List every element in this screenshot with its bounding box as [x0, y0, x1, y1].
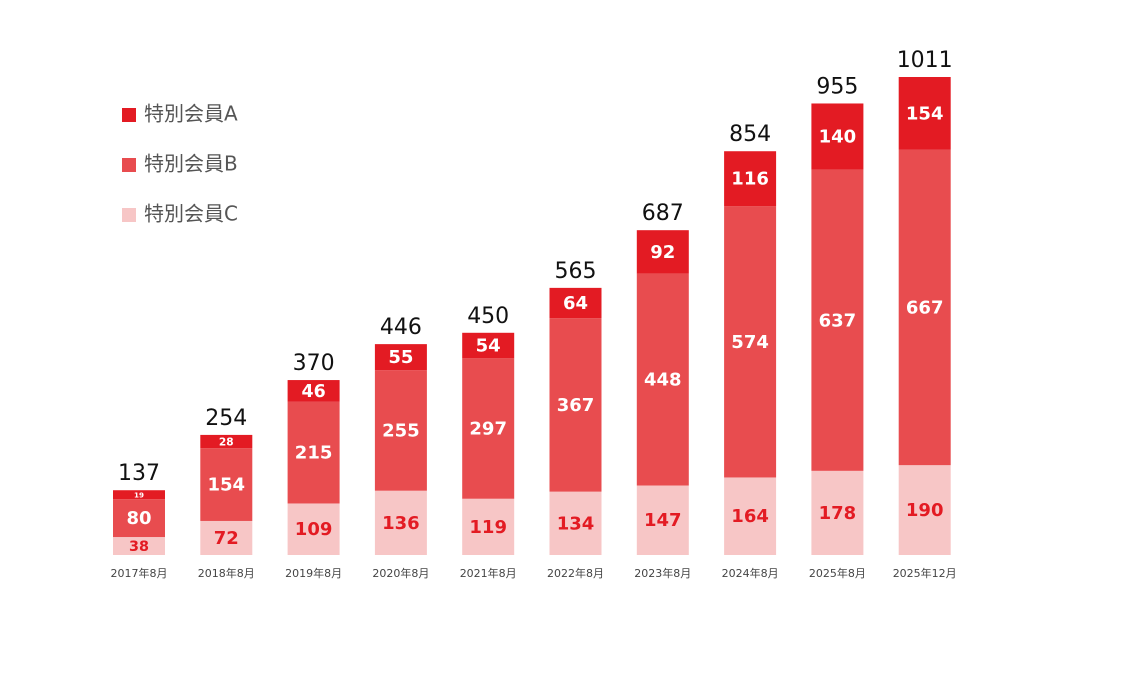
- bar-segment: [287, 503, 340, 555]
- bar-segment: [200, 448, 253, 521]
- total-label: 254: [205, 406, 247, 431]
- total-label: 1011: [897, 48, 953, 73]
- value-label: 178: [819, 503, 857, 524]
- bar-segment: [549, 491, 602, 555]
- x-tick-label: 2023年8月: [634, 566, 691, 580]
- value-label: 119: [469, 517, 507, 538]
- value-label: 367: [557, 395, 595, 416]
- value-label: 54: [476, 336, 501, 357]
- x-tick-label: 2019年8月: [285, 566, 342, 580]
- bar-segment: [113, 537, 165, 555]
- value-label: 28: [219, 437, 234, 449]
- legend-label: 特別会員B: [144, 152, 238, 176]
- total-label: 446: [380, 315, 422, 340]
- value-label: 154: [906, 103, 944, 124]
- value-label: 134: [557, 513, 595, 534]
- bar-segment: [287, 380, 340, 402]
- bar-segment: [636, 230, 689, 274]
- legend-label: 特別会員C: [144, 202, 238, 226]
- bar-segment: [113, 490, 165, 500]
- total-label: 955: [816, 74, 858, 99]
- x-tick-label: 2017年8月: [111, 566, 168, 580]
- value-label: 448: [644, 370, 682, 391]
- value-label: 116: [731, 169, 769, 190]
- bar-segment: [374, 490, 427, 555]
- x-tick-label: 2021年8月: [460, 566, 517, 580]
- legend-swatch: [122, 108, 136, 122]
- total-label: 854: [729, 122, 771, 147]
- value-label: 38: [129, 539, 149, 555]
- bar-segment: [462, 358, 515, 499]
- bar-segment: [462, 332, 515, 359]
- x-tick-label: 2022年8月: [547, 566, 604, 580]
- x-tick-label: 2020年8月: [372, 566, 429, 580]
- x-tick-label: 2018年8月: [198, 566, 255, 580]
- value-label: 297: [469, 419, 507, 440]
- value-label: 92: [650, 242, 675, 263]
- bar-segment: [549, 318, 602, 492]
- legend-swatch: [122, 158, 136, 172]
- x-tick-label: 2025年8月: [809, 566, 866, 580]
- bar-segment: [724, 477, 777, 555]
- x-tick-label: 2025年12月: [893, 566, 957, 580]
- value-label: 140: [819, 127, 857, 148]
- total-label: 450: [467, 304, 509, 329]
- bar-segment: [724, 206, 777, 478]
- bar-segment: [898, 77, 951, 150]
- bar-segment: [898, 149, 951, 466]
- value-label: 136: [382, 513, 420, 534]
- value-label: 80: [126, 508, 151, 529]
- bar-segment: [549, 287, 602, 319]
- bar-segment: [462, 498, 515, 555]
- bar-segment: [898, 465, 951, 555]
- value-label: 255: [382, 420, 420, 441]
- bar-segment: [113, 499, 165, 538]
- value-label: 64: [563, 293, 588, 314]
- bar-segment: [636, 485, 689, 555]
- bar-segment: [200, 520, 253, 555]
- bar-segment: [200, 434, 253, 449]
- bar-segment: [811, 470, 864, 555]
- bar-segment: [374, 344, 427, 371]
- bar-segment: [287, 401, 340, 504]
- legend-swatch: [122, 208, 136, 222]
- bar-segment: [724, 151, 777, 207]
- value-label: 109: [295, 519, 333, 540]
- value-label: 19: [134, 491, 144, 500]
- bar-segment: [811, 169, 864, 471]
- total-label: 565: [555, 259, 597, 284]
- value-label: 574: [731, 332, 769, 353]
- total-label: 137: [118, 461, 160, 486]
- value-label: 164: [731, 506, 769, 527]
- total-label: 687: [642, 201, 684, 226]
- value-label: 147: [644, 510, 682, 531]
- value-label: 215: [295, 443, 333, 464]
- bar-segment: [811, 103, 864, 170]
- bar-segment: [636, 273, 689, 486]
- bar-segment: [374, 370, 427, 491]
- legend-label: 特別会員A: [144, 102, 238, 126]
- value-label: 55: [388, 347, 413, 368]
- value-label: 46: [302, 382, 326, 402]
- value-label: 637: [819, 310, 857, 331]
- value-label: 190: [906, 500, 944, 521]
- total-label: 370: [293, 351, 335, 376]
- value-label: 667: [906, 297, 944, 318]
- value-label: 154: [208, 475, 246, 496]
- value-label: 72: [214, 528, 239, 549]
- x-tick-label: 2024年8月: [722, 566, 779, 580]
